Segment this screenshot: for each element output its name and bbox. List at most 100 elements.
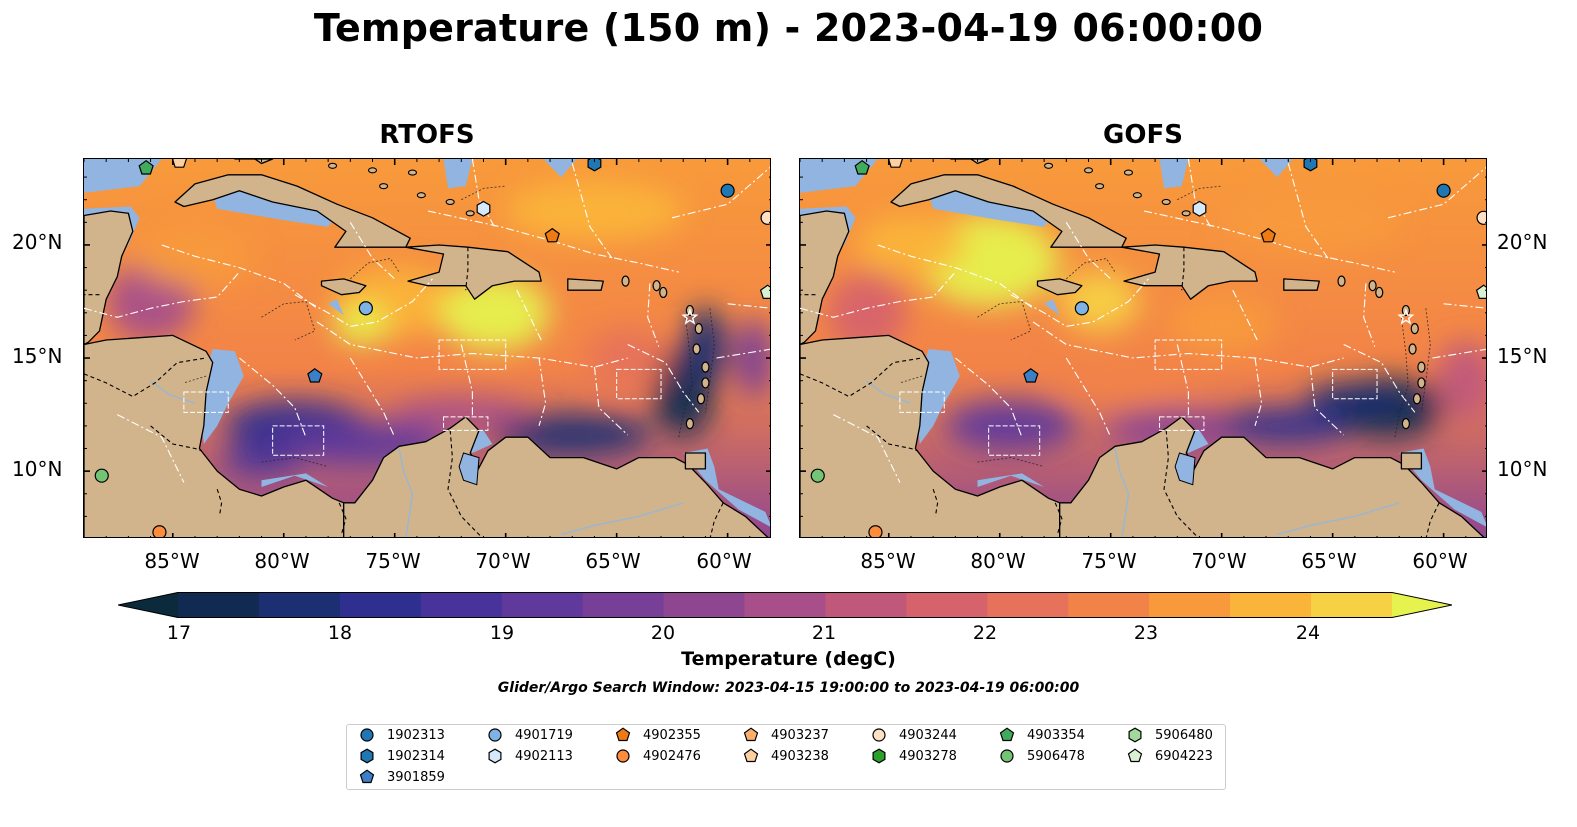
legend-label: 5906478 bbox=[1027, 748, 1085, 764]
float-marker bbox=[544, 227, 560, 243]
protected-area-box bbox=[1154, 339, 1223, 370]
island-lesser-antilles bbox=[1417, 377, 1426, 389]
eez-boundary bbox=[1309, 367, 1345, 436]
country-border bbox=[447, 430, 483, 537]
protected-area-box bbox=[443, 416, 489, 431]
island-lesser-antilles bbox=[659, 286, 668, 299]
river-line bbox=[866, 380, 912, 405]
landmass-south-america bbox=[1059, 416, 1485, 537]
eez-boundary bbox=[349, 357, 396, 438]
temperature-field bbox=[826, 192, 1486, 453]
island-cuba bbox=[174, 174, 411, 248]
legend-marker bbox=[359, 769, 375, 784]
float-marker bbox=[1000, 749, 1014, 763]
legend-marker bbox=[360, 728, 374, 742]
legend-marker bbox=[488, 748, 502, 764]
float-marker bbox=[1436, 183, 1451, 198]
eez-boundary bbox=[671, 166, 770, 219]
river-line bbox=[561, 502, 684, 536]
legend-label: 4903354 bbox=[1027, 727, 1085, 743]
island-bahamas bbox=[379, 183, 389, 190]
eez-boundary bbox=[727, 303, 770, 309]
float-marker bbox=[488, 728, 502, 742]
continental-shelf bbox=[1259, 159, 1293, 178]
float-marker bbox=[476, 200, 491, 217]
colorbar-segment bbox=[744, 592, 827, 618]
legend-marker bbox=[872, 728, 886, 742]
float-marker bbox=[615, 727, 631, 742]
legend-item: 4901719 bbox=[487, 727, 573, 743]
map-panel-gofs[interactable] bbox=[799, 158, 1487, 538]
island-lesser-antilles bbox=[1368, 280, 1377, 292]
legend-item: 4903238 bbox=[743, 748, 829, 764]
colorbar-segment bbox=[501, 592, 584, 618]
legend-item: 6904223 bbox=[1127, 748, 1213, 764]
colorbar-graphic bbox=[117, 592, 1453, 618]
island-trinidad bbox=[684, 452, 707, 470]
protected-area-box bbox=[616, 368, 662, 400]
legend-label: 4903244 bbox=[899, 727, 957, 743]
eez-boundary bbox=[955, 357, 1023, 438]
island-trinidad bbox=[1400, 452, 1423, 470]
island-lesser-antilles bbox=[1375, 286, 1384, 299]
legend-item: 3901859 bbox=[359, 769, 445, 785]
panel-title-gofs: GOFS bbox=[1103, 120, 1183, 150]
eez-boundary bbox=[627, 344, 700, 413]
map-panel-rtofs[interactable] bbox=[83, 158, 771, 538]
float-marker bbox=[810, 468, 825, 483]
eez-boundary bbox=[647, 283, 660, 347]
continental-shelf bbox=[212, 186, 340, 227]
colorbar-segment bbox=[663, 592, 746, 618]
float-marker bbox=[868, 525, 883, 537]
continental-shelf bbox=[1159, 159, 1189, 189]
float-marker bbox=[1023, 368, 1039, 383]
lon-label-65w-gofs: 65°W bbox=[1301, 549, 1357, 573]
bathymetry-contour bbox=[1177, 185, 1222, 201]
island-lesser-antilles bbox=[1408, 343, 1417, 355]
country-border bbox=[84, 357, 207, 398]
island-bahamas bbox=[1181, 210, 1191, 217]
eez-boundary bbox=[460, 344, 473, 417]
lon-label-75w-rtofs: 75°W bbox=[365, 549, 421, 573]
eez-boundary bbox=[1443, 303, 1486, 309]
island-jamaica bbox=[320, 278, 367, 296]
bathymetry-contour bbox=[1394, 317, 1409, 438]
island-lesser-antilles bbox=[701, 377, 710, 389]
eez-boundary bbox=[571, 163, 613, 259]
eez-boundary bbox=[117, 414, 185, 483]
lon-label-80w-gofs: 80°W bbox=[970, 549, 1026, 573]
float-marker bbox=[759, 284, 770, 299]
island-bahamas bbox=[1161, 198, 1171, 206]
float-marker bbox=[760, 210, 770, 225]
colorbar-segment bbox=[420, 592, 503, 618]
eez-boundary bbox=[1287, 163, 1329, 259]
float-marker bbox=[1192, 200, 1207, 217]
eez-boundary bbox=[1032, 321, 1344, 368]
continental-shelf bbox=[543, 159, 577, 178]
island-lesser-antilles bbox=[1410, 323, 1419, 335]
eez-boundary bbox=[1143, 210, 1395, 273]
float-marker bbox=[360, 728, 374, 742]
eez-boundary bbox=[1363, 283, 1376, 347]
float-marker bbox=[488, 748, 502, 764]
legend-marker bbox=[488, 728, 502, 742]
country-border bbox=[1163, 430, 1199, 537]
colorbar-segment bbox=[1068, 592, 1150, 618]
country-border bbox=[1054, 502, 1063, 535]
island-lesser-antilles bbox=[1401, 418, 1410, 430]
island-lesser-antilles bbox=[621, 275, 630, 287]
lon-label-60w-rtofs: 60°W bbox=[696, 549, 752, 573]
colorbar-tick-21: 21 bbox=[811, 622, 837, 644]
lake-maracaibo bbox=[1174, 452, 1196, 486]
lon-label-70w-rtofs: 70°W bbox=[475, 549, 531, 573]
river-line bbox=[150, 380, 196, 405]
lat-label-20n-left: 20°N bbox=[12, 230, 63, 254]
colorbar-segment bbox=[1311, 592, 1393, 618]
protected-area-box bbox=[272, 425, 325, 456]
float-marker bbox=[720, 183, 735, 198]
country-border bbox=[216, 489, 223, 517]
legend-item: 4902113 bbox=[487, 748, 573, 764]
float-marker bbox=[1127, 748, 1143, 763]
legend-item: 4902476 bbox=[615, 748, 701, 764]
island-bahamas bbox=[1123, 169, 1134, 176]
